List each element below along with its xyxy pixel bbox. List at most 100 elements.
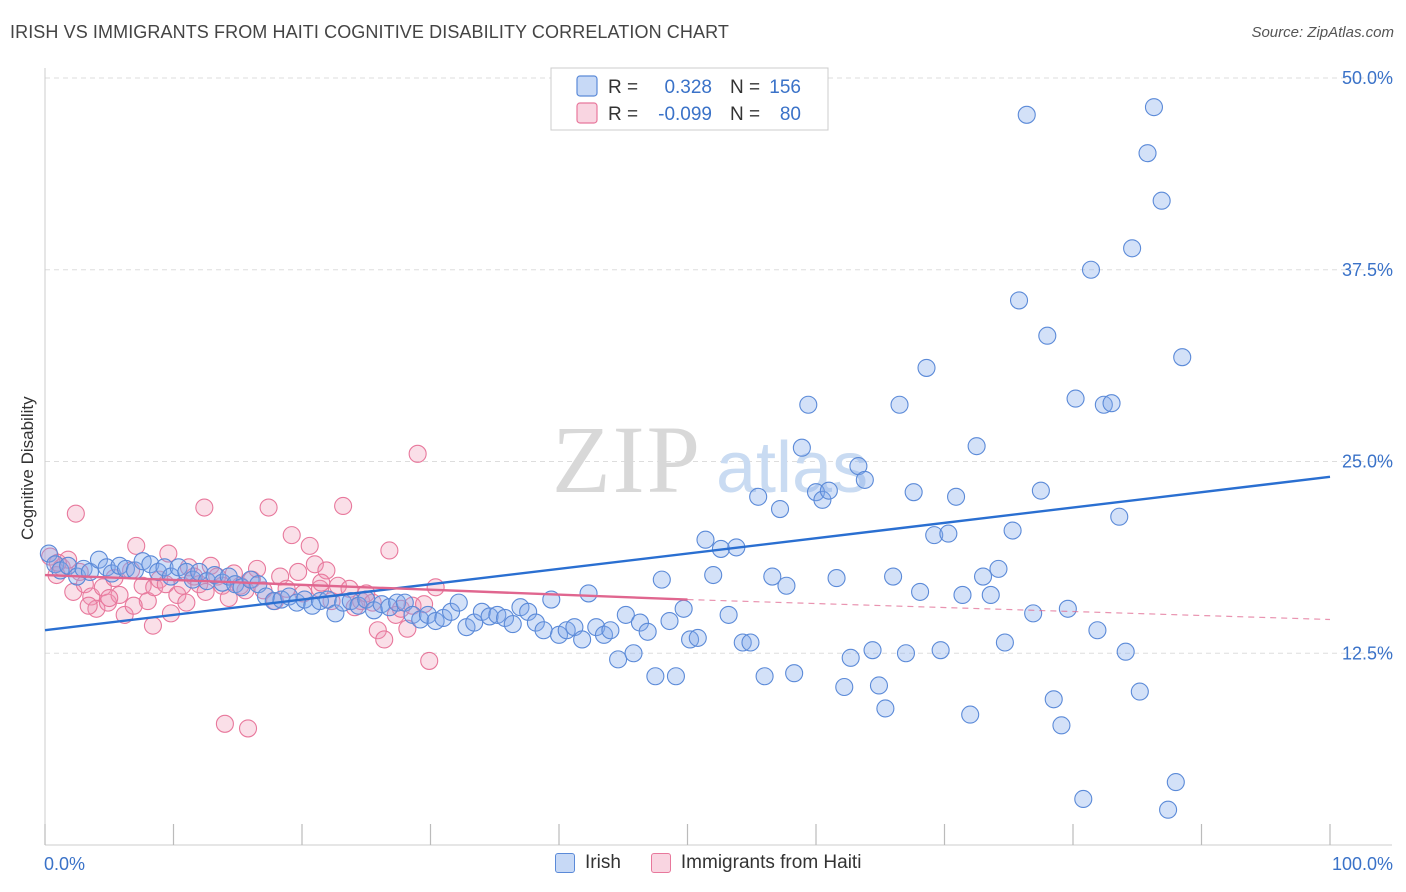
haiti-point: [312, 573, 331, 592]
irish-point: [89, 550, 109, 569]
irish-point: [763, 567, 782, 586]
stats-r-value: 0.328: [664, 77, 712, 98]
x-tick-label: 0.0%: [44, 854, 85, 874]
haiti-point: [143, 616, 162, 635]
irish-point: [1130, 682, 1149, 701]
irish-point: [141, 555, 160, 574]
irish-point: [947, 487, 966, 506]
watermark: ZIP atlas: [552, 406, 868, 513]
source-label: Source: ZipAtlas.com: [1251, 24, 1394, 41]
irish-point: [777, 576, 796, 595]
irish-point: [1081, 260, 1101, 279]
legend-label-irish: Irish: [585, 852, 621, 873]
irish-point: [995, 633, 1014, 652]
legend-label-haiti: Immigrants from Haiti: [680, 852, 862, 873]
trend-lines: [44, 475, 1331, 632]
legend-item-haiti[interactable]: Immigrants from Haiti: [650, 852, 862, 874]
irish-point: [1044, 690, 1063, 709]
irish-point: [981, 585, 1000, 605]
irish-point: [1094, 395, 1113, 414]
haiti-point: [380, 541, 399, 560]
haiti-point: [368, 621, 387, 640]
irish-point: [594, 625, 614, 644]
irish-trend-line: [44, 475, 1331, 632]
gridlines: [45, 77, 1392, 654]
irish-point: [480, 607, 499, 626]
haiti-point: [426, 578, 445, 597]
stats-r-value: -0.099: [658, 104, 712, 125]
irish-point: [884, 567, 903, 586]
irish-point: [442, 602, 461, 621]
stats-swatch-pink: [576, 102, 598, 124]
haiti-point: [127, 536, 146, 555]
irish-point: [1031, 481, 1050, 500]
stats-n-label: N =: [730, 104, 760, 125]
irish-point: [939, 524, 958, 543]
series-irish-points: [39, 98, 1192, 819]
irish-point: [989, 559, 1008, 578]
irish-point: [155, 558, 174, 577]
irish-point: [638, 622, 657, 641]
stats-r-label: R =: [608, 104, 638, 125]
haiti-trend-line: [44, 573, 688, 601]
irish-point: [39, 544, 58, 563]
irish-point: [1116, 642, 1135, 661]
haiti-point: [201, 556, 220, 575]
irish-point: [890, 395, 909, 414]
irish-point: [1003, 521, 1022, 540]
irish-point: [931, 641, 950, 660]
haiti-point: [334, 496, 353, 516]
irish-point: [1074, 789, 1093, 809]
haiti-point: [300, 536, 319, 555]
legend-item-irish[interactable]: Irish: [555, 852, 621, 874]
irish-point: [835, 677, 854, 697]
haiti-point: [289, 562, 308, 581]
irish-point: [1088, 621, 1107, 640]
haiti-point: [282, 526, 301, 545]
haiti-point: [159, 544, 178, 563]
haiti-point: [79, 596, 98, 615]
irish-point: [696, 530, 715, 549]
haiti-point: [259, 498, 278, 517]
irish-point: [1152, 191, 1171, 210]
irish-point: [646, 667, 665, 686]
irish-point: [961, 705, 980, 724]
haiti-point: [195, 498, 214, 517]
irish-point: [755, 667, 774, 686]
irish-point: [1052, 716, 1071, 735]
haiti-point: [420, 651, 439, 670]
irish-point: [876, 699, 895, 718]
tick-labels: 12.5% 25.0% 37.5% 50.0% 0.0% 100.0%: [44, 68, 1393, 874]
irish-point: [741, 633, 760, 652]
haiti-point: [238, 719, 258, 738]
irish-point: [534, 621, 553, 640]
irish-point: [587, 618, 606, 637]
haiti-point: [215, 714, 234, 733]
irish-point: [503, 615, 522, 634]
irish-point: [792, 438, 811, 457]
y-tick-label: 25.0%: [1342, 452, 1393, 472]
irish-point: [681, 630, 700, 649]
irish-point: [1166, 773, 1185, 792]
irish-point: [841, 648, 860, 667]
legend-swatch-irish: [555, 853, 575, 873]
irish-point: [630, 613, 650, 632]
haiti-point: [110, 585, 129, 605]
irish-point: [1144, 98, 1164, 117]
irish-point: [819, 481, 838, 500]
irish-point: [624, 644, 643, 663]
irish-point: [205, 565, 224, 585]
irish-point: [660, 611, 679, 631]
irish-point: [733, 633, 752, 652]
irish-point: [674, 599, 693, 618]
stats-n-value: 156: [769, 77, 801, 98]
irish-point: [652, 570, 671, 589]
stats-r-label: R =: [608, 77, 638, 98]
irish-point: [967, 437, 986, 456]
irish-point: [579, 584, 598, 603]
irish-point: [1138, 144, 1157, 163]
irish-point: [688, 628, 707, 647]
irish-point: [869, 676, 889, 695]
y-tick-label: 12.5%: [1342, 643, 1393, 663]
